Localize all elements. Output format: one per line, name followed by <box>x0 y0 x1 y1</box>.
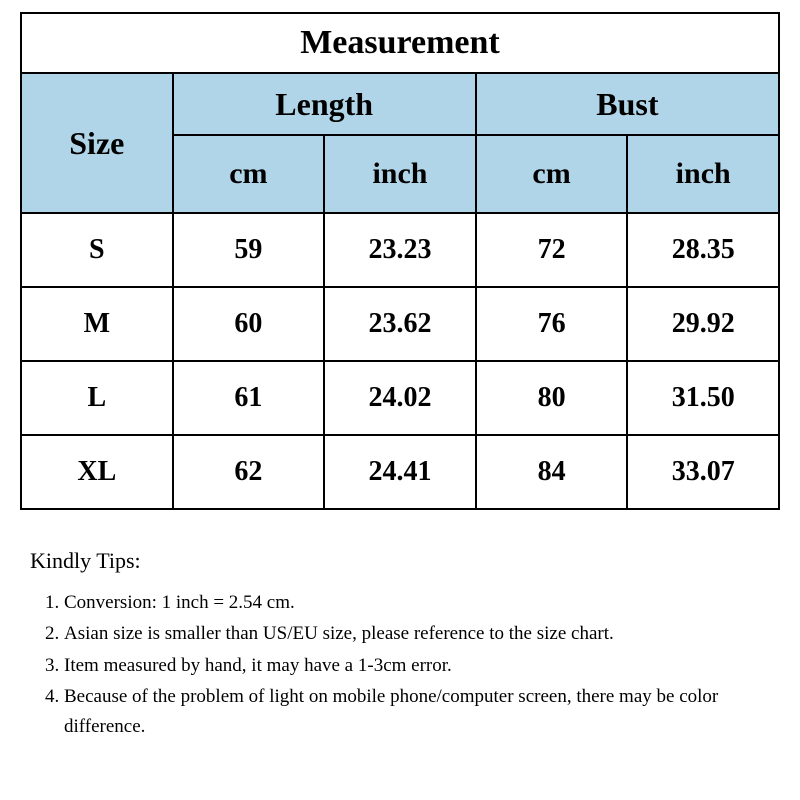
data-cell: 28.35 <box>627 213 779 287</box>
tips-heading: Kindly Tips: <box>30 548 770 574</box>
size-cell: XL <box>21 435 173 509</box>
length-cm-header: cm <box>173 135 325 213</box>
data-cell: 33.07 <box>627 435 779 509</box>
size-cell: M <box>21 287 173 361</box>
table-row: S 59 23.23 72 28.35 <box>21 213 779 287</box>
tips-item: Because of the problem of light on mobil… <box>64 682 770 741</box>
tips-item: Conversion: 1 inch = 2.54 cm. <box>64 588 770 617</box>
tips-item: Item measured by hand, it may have a 1-3… <box>64 651 770 680</box>
tips-section: Kindly Tips: Conversion: 1 inch = 2.54 c… <box>20 548 780 741</box>
data-cell: 62 <box>173 435 325 509</box>
data-cell: 59 <box>173 213 325 287</box>
data-cell: 60 <box>173 287 325 361</box>
table-row: L 61 24.02 80 31.50 <box>21 361 779 435</box>
length-inch-header: inch <box>324 135 476 213</box>
data-cell: 80 <box>476 361 628 435</box>
data-cell: 76 <box>476 287 628 361</box>
data-cell: 72 <box>476 213 628 287</box>
size-cell: L <box>21 361 173 435</box>
tips-item: Asian size is smaller than US/EU size, p… <box>64 619 770 648</box>
data-cell: 29.92 <box>627 287 779 361</box>
title-row: Measurement <box>21 13 779 73</box>
table-row: XL 62 24.41 84 33.07 <box>21 435 779 509</box>
measurement-chart: Measurement Size Length Bust cm inch cm … <box>20 12 780 741</box>
data-cell: 24.41 <box>324 435 476 509</box>
tips-list: Conversion: 1 inch = 2.54 cm. Asian size… <box>30 588 770 741</box>
bust-header: Bust <box>476 73 779 135</box>
table-title: Measurement <box>21 13 779 73</box>
data-cell: 23.23 <box>324 213 476 287</box>
table-row: M 60 23.62 76 29.92 <box>21 287 779 361</box>
size-table: Measurement Size Length Bust cm inch cm … <box>20 12 780 510</box>
data-cell: 61 <box>173 361 325 435</box>
data-cell: 24.02 <box>324 361 476 435</box>
length-header: Length <box>173 73 476 135</box>
size-cell: S <box>21 213 173 287</box>
data-cell: 23.62 <box>324 287 476 361</box>
data-cell: 84 <box>476 435 628 509</box>
data-cell: 31.50 <box>627 361 779 435</box>
bust-inch-header: inch <box>627 135 779 213</box>
size-header: Size <box>21 73 173 213</box>
bust-cm-header: cm <box>476 135 628 213</box>
group-header-row: Size Length Bust <box>21 73 779 135</box>
